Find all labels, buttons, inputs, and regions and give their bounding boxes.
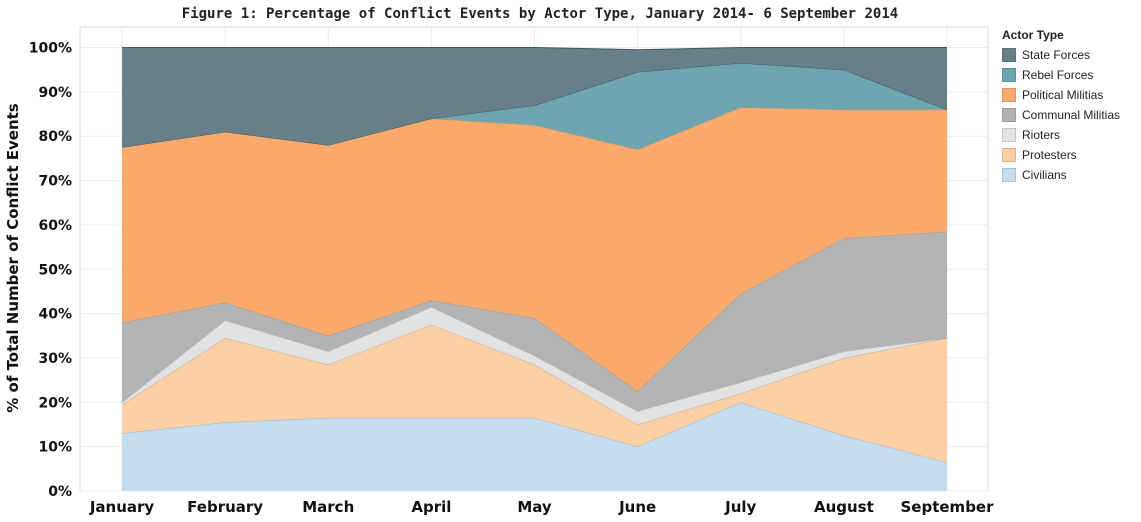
area-edge-state-forces (122, 47, 947, 51)
area-state-forces (122, 47, 947, 148)
y-tick-label: 30% (38, 351, 72, 367)
y-tick-label: 60% (38, 218, 72, 234)
area-communal-militias (122, 231, 947, 412)
legend-label: Communal Militias (1022, 108, 1121, 122)
y-tick-label: 50% (38, 262, 72, 278)
legend-swatch (1002, 128, 1016, 142)
legend: Actor Type State Forces Rebel Forces Polit… (1002, 28, 1138, 185)
area-protesters (122, 324, 947, 463)
legend-label: Political Militias (1022, 88, 1104, 102)
legend-swatch (1002, 68, 1016, 82)
legend-label: Rebel Forces (1022, 68, 1094, 82)
legend-swatch (1002, 148, 1016, 162)
area-civilians (122, 402, 947, 491)
x-tick-label: June (618, 498, 656, 516)
chart-title: Figure 1: Percentage of Conflict Events … (182, 6, 898, 22)
x-tick-label: May (517, 498, 552, 516)
y-tick-label: 10% (38, 440, 72, 456)
area-political-militias (122, 107, 947, 392)
legend-swatch (1002, 108, 1016, 122)
legend-item-rioters: Rioters (1002, 125, 1138, 145)
y-tick-label: 70% (38, 174, 72, 190)
x-tick-label: August (814, 498, 874, 516)
y-tick-label: 90% (38, 85, 72, 101)
x-tick-label: April (411, 498, 451, 516)
legend-title: Actor Type (1002, 28, 1064, 42)
legend-swatch (1002, 168, 1016, 182)
legend-item-civilians: Civilians (1002, 165, 1138, 185)
legend-label: Rioters (1022, 128, 1061, 142)
legend-label: Protesters (1022, 148, 1077, 162)
y-axis-label: % of Total Number of Conflict Events (4, 103, 22, 413)
y-tick-label: 100% (29, 41, 72, 57)
legend-label: State Forces (1022, 48, 1091, 62)
y-tick-label: 20% (38, 395, 72, 411)
x-tick-label: January (89, 498, 155, 516)
y-tick-label: 80% (38, 129, 72, 145)
x-tick-label: September (901, 498, 995, 516)
x-tick-label: March (302, 498, 354, 516)
legend-item-protesters: Protesters (1002, 145, 1138, 165)
y-tick-label: 40% (38, 307, 72, 323)
y-tick-label: 0% (48, 484, 72, 500)
legend-item-state-forces: State Forces (1002, 45, 1138, 65)
legend-item-political-militias: Political Militias (1002, 85, 1138, 105)
legend-swatch (1002, 48, 1016, 62)
area-rebel-forces (122, 63, 947, 150)
legend-item-rebel-forces: Rebel Forces (1002, 65, 1138, 85)
legend-swatch (1002, 88, 1016, 102)
legend-item-communal-militias: Communal Militias (1002, 105, 1138, 125)
x-tick-label: February (187, 498, 263, 516)
x-tick-label: July (724, 498, 756, 516)
legend-label: Civilians (1022, 168, 1067, 182)
